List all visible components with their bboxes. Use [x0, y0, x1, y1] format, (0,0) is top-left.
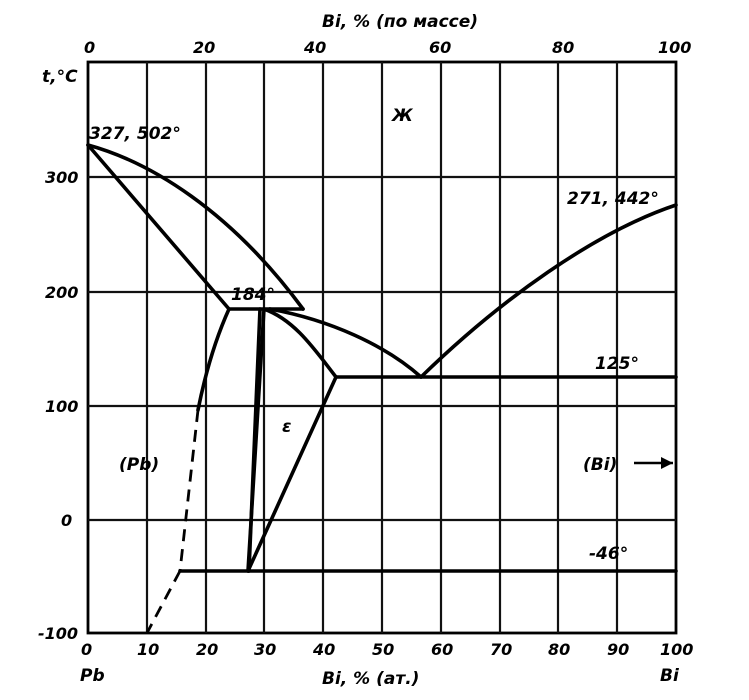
epsilon-right-boundary: [246, 375, 338, 573]
pb-solvus-dashed: [178, 409, 200, 572]
bottom-tick-30: 30: [254, 640, 276, 659]
label-eutectic: 125°: [595, 354, 639, 374]
top-axis-title: Bi, % (по массе): [322, 12, 478, 32]
top-tick-60: 60: [429, 38, 451, 57]
left-tick-100: 100: [45, 397, 78, 416]
left-tick-300: 300: [45, 168, 78, 187]
bottom-tick-90: 90: [607, 640, 629, 659]
bottom-tick-40: 40: [312, 640, 335, 659]
top-tick-20: 20: [193, 38, 215, 57]
phase-boundaries: [86, 143, 678, 634]
bottom-tick-50: 50: [372, 640, 394, 659]
bottom-tick-10: 10: [137, 640, 159, 659]
vertical-gridlines: [145, 62, 619, 633]
bottom-tick-20: 20: [196, 640, 218, 659]
top-tick-40: 40: [303, 38, 326, 57]
left-tick-0: 0: [61, 511, 72, 530]
label-pb-melting: 327, 502°: [89, 124, 181, 144]
bottom-tick-80: 80: [548, 640, 570, 659]
top-axis: 0 20 40 60 80 100 Bi, % (по массе): [84, 12, 691, 57]
bottom-tick-0: 0: [81, 640, 92, 659]
top-tick-80: 80: [552, 38, 574, 57]
liquidus-eutectic-side: [268, 307, 423, 379]
bottom-axis: 0 10 20 30 40 50 60 70 80 90 100 Pb Bi B…: [80, 640, 693, 689]
label-bi-solution: (Bi): [583, 455, 617, 475]
left-tick-minus-100: -100: [38, 624, 78, 643]
right-element-label: Bi: [660, 666, 680, 686]
low-transition-dashed: [145, 570, 182, 634]
label-pb-solution: (Pb): [119, 455, 159, 475]
label-peritectic: 184°: [231, 285, 275, 305]
bottom-tick-60: 60: [431, 640, 453, 659]
left-tick-200: 200: [45, 283, 78, 302]
epsilon-left-boundary-2: [247, 307, 262, 573]
bottom-axis-title: Bi, % (ат.): [322, 669, 419, 689]
label-bi-melting: 271, 442°: [567, 189, 659, 209]
bottom-tick-100: 100: [660, 640, 693, 659]
epsilon-upper-right: [262, 307, 338, 379]
label-liquid: Ж: [391, 106, 414, 126]
left-element-label: Pb: [80, 666, 105, 686]
liquidus-pb-side: [86, 143, 305, 311]
label-low-transition: -46°: [589, 544, 628, 564]
bi-arrow-head: [661, 457, 673, 469]
phase-labels: 327, 502° 271, 442° 184° 125° -46° Ж ε (…: [89, 106, 659, 564]
liquidus-bi-side: [419, 203, 678, 379]
left-axis: t,°C 300 200 100 0 -100: [38, 67, 78, 643]
top-tick-100: 100: [658, 38, 691, 57]
top-tick-0: 0: [84, 38, 95, 57]
solidus-pb: [86, 143, 231, 311]
pb-solvus: [196, 307, 231, 412]
bottom-tick-70: 70: [490, 640, 512, 659]
left-axis-title: t,°C: [42, 67, 78, 87]
label-epsilon: ε: [282, 417, 291, 437]
